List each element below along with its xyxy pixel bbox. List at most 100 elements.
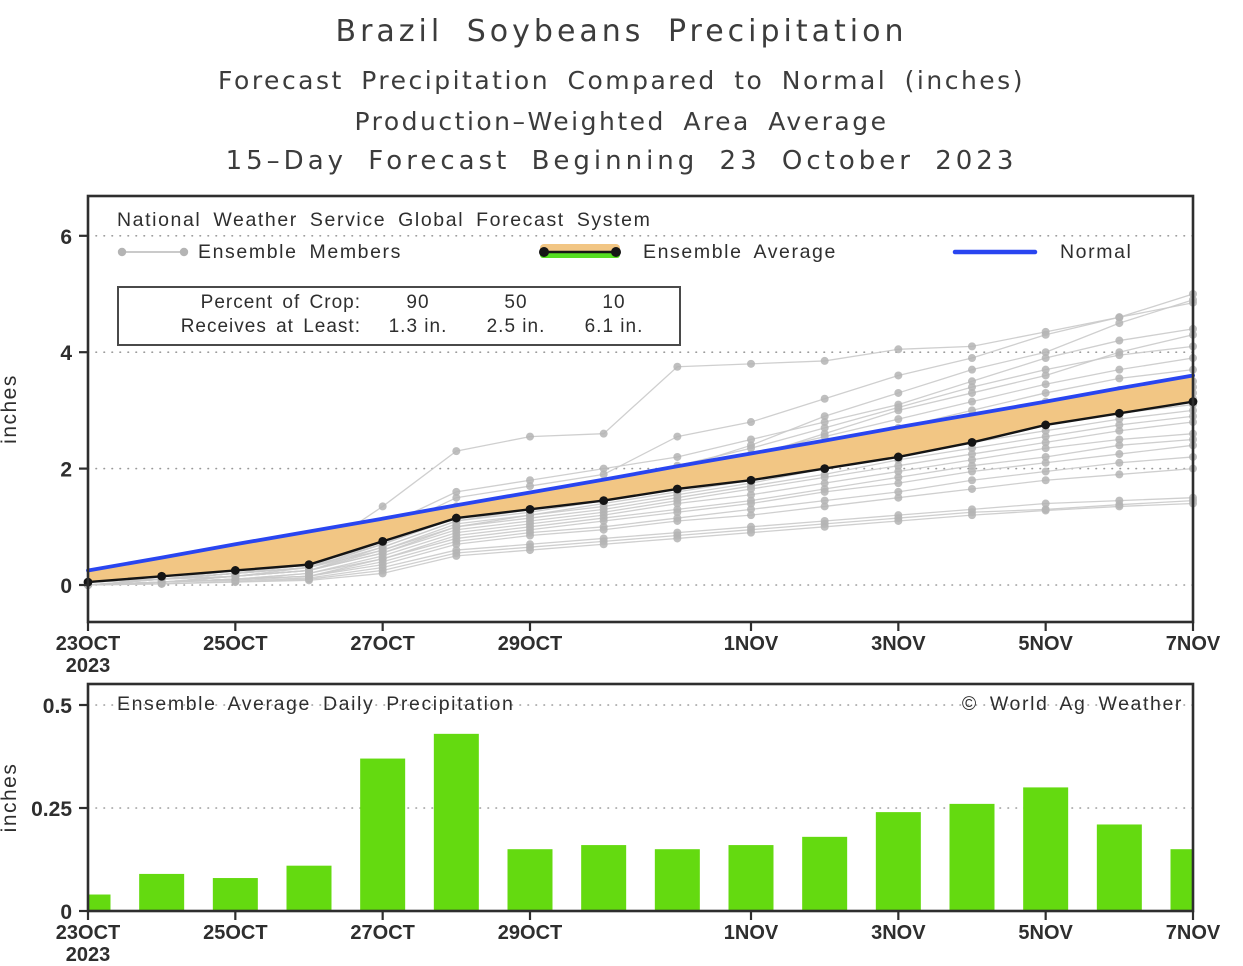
ensemble-member-dot: [1041, 348, 1050, 357]
ensemble-member-dot: [968, 383, 976, 392]
ensemble-member-dot: [452, 540, 461, 549]
bottom-y-axis-label: inches: [0, 763, 21, 833]
ensemble-member-dot: [1041, 330, 1050, 339]
daily-precip-bar: [1170, 849, 1193, 911]
copyright-credit: © World Ag Weather: [961, 693, 1183, 715]
x-tick-label: 3NOV: [871, 633, 926, 655]
daily-precip-bar: [1096, 824, 1142, 911]
ensemble-member-dot: [378, 502, 387, 511]
x-tick-label: 27OCT: [350, 633, 414, 655]
ensemble-member-dot: [894, 461, 903, 470]
page-subtitle-2: Production–Weighted Area Average: [354, 107, 889, 136]
ensemble-member-dot: [1115, 441, 1124, 450]
ensemble-member-dot: [1115, 502, 1124, 511]
crop-percent-50: 50: [504, 292, 528, 313]
bottom-chart-title: Ensemble Average Daily Precipitation: [117, 693, 515, 715]
ensemble-member-line: [87, 421, 1194, 583]
daily-precip-bar: [875, 812, 921, 911]
top-y-axis-label: inches: [0, 374, 21, 444]
crop-amount-10: 6.1 in.: [584, 316, 644, 337]
ensemble-member-dot: [526, 432, 534, 441]
y-tick-label: 2: [60, 459, 72, 482]
legend-label-ensemble-members: Ensemble Members: [198, 241, 402, 263]
ensemble-member-dot: [747, 499, 755, 508]
ensemble-member-dot: [1115, 351, 1124, 360]
ensemble-member-dot: [968, 397, 976, 406]
ensemble-member-dot: [747, 528, 755, 537]
ensemble-member-dot: [894, 516, 903, 525]
ensemble-member-dot: [820, 502, 829, 511]
ensemble-member-dot: [673, 534, 682, 543]
ensemble-member-dot: [894, 493, 903, 502]
ensemble-member-dot: [968, 461, 976, 470]
ensemble-average-dot: [1114, 408, 1124, 418]
normal-legend-icon: [950, 243, 1040, 266]
ensemble-member-dot: [747, 435, 755, 444]
ensemble-member-dot: [673, 432, 682, 441]
x-tick-label: 7NOV: [1166, 633, 1221, 655]
ensemble-member-dot: [894, 473, 903, 482]
ensemble-member-dot: [968, 377, 976, 386]
ensemble-member-dot: [820, 412, 829, 421]
x-tick-label: 3NOV: [871, 922, 926, 944]
ensemble-member-dot: [1115, 435, 1124, 444]
ensemble-member-dot: [968, 365, 976, 374]
x-tick-label: 1NOV: [724, 633, 779, 655]
ensemble-member-dot: [452, 493, 461, 502]
daily-precip-bar: [139, 873, 185, 911]
ensemble-member-dot: [673, 452, 682, 461]
x-tick-label: 23OCT: [56, 922, 120, 944]
ensemble-member-dot: [1041, 458, 1050, 467]
ensemble-member-dot: [1041, 380, 1050, 389]
ensemble-member-dot: [747, 505, 755, 514]
x-tick-label: 29OCT: [498, 633, 562, 655]
ensemble-member-line: [87, 497, 1194, 586]
ensemble-member-dot: [968, 450, 976, 459]
ensemble-member-dot: [968, 354, 976, 363]
ensemble-member-dot: [747, 511, 755, 520]
ensemble-member-dot: [673, 362, 682, 371]
y-tick-label: 0: [60, 575, 72, 598]
ensemble-member-dot: [820, 394, 829, 403]
ensemble-member-dot: [968, 467, 976, 476]
ensemble-member-dot: [820, 522, 829, 531]
ensemble-member-dot: [747, 490, 755, 499]
ensemble-average-dot: [672, 484, 682, 494]
x-tick-label: 25OCT: [203, 922, 267, 944]
ensemble-average-dot: [893, 452, 903, 462]
ensemble-average-dot: [378, 536, 388, 546]
legend-label-ensemble-average: Ensemble Average: [643, 241, 837, 263]
ensemble-average-dot: [746, 475, 756, 485]
ensemble-member-dot: [599, 470, 608, 479]
crop-percent-90: 90: [406, 292, 430, 313]
ensemble-member-line: [87, 438, 1194, 586]
ensemble-member-dot: [452, 551, 461, 560]
ensemble-average-dot: [230, 566, 240, 575]
ensemble-member-dot: [673, 499, 682, 508]
ensemble-member-line: [87, 502, 1194, 586]
ensemble-member-dot: [452, 487, 461, 496]
ensemble-member-dot: [599, 540, 608, 549]
daily-precip-bar: [433, 733, 479, 911]
ensemble-member-dot: [599, 464, 608, 473]
ensemble-member-dot: [1041, 444, 1050, 453]
ensemble-member-dot: [1041, 432, 1050, 441]
x-tick-label: 7NOV: [1166, 922, 1221, 944]
ensemble-member-dot: [968, 484, 976, 493]
ensemble-member-dot: [1115, 458, 1124, 467]
ensemble-member-dot: [894, 467, 903, 476]
top-axis-frame: [86, 194, 1195, 624]
ensemble-member-dot: [157, 579, 166, 588]
y-tick-label: 0.25: [31, 798, 72, 821]
ensemble-member-dot: [526, 476, 534, 485]
x-tick-label: 29OCT: [498, 922, 562, 944]
ensemble-member-dot: [894, 371, 903, 380]
ensemble-member-dot: [1115, 426, 1124, 435]
ensemble-member-dot: [968, 476, 976, 485]
ensemble-members-legend-icon: [114, 243, 192, 266]
bottom-axis-frame: [86, 682, 1195, 913]
ensemble-member-dot: [747, 444, 755, 453]
ensemble-member-dot: [1041, 354, 1050, 363]
daily-precip-bar: [654, 849, 700, 911]
